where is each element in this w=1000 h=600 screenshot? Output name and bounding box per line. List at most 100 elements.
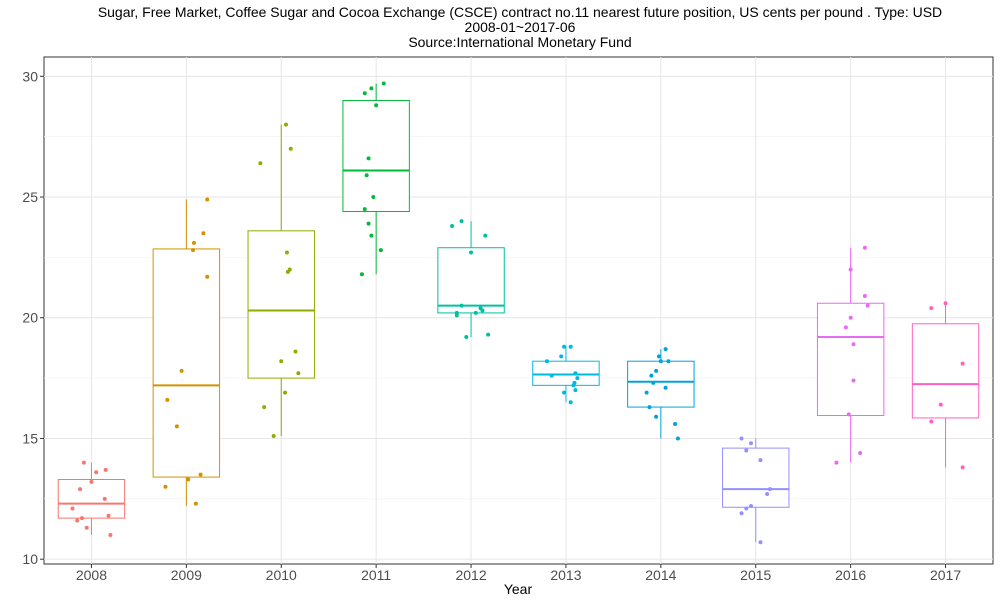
data-point [283, 122, 288, 127]
y-tick-label: 10 [22, 551, 38, 567]
data-point [84, 525, 89, 530]
box-2010 [247, 124, 315, 437]
data-point [654, 414, 659, 419]
data-point [647, 405, 652, 410]
data-point [758, 540, 763, 545]
data-point [174, 424, 179, 429]
data-point [70, 506, 75, 511]
data-point [190, 248, 195, 253]
data-point [575, 376, 580, 381]
data-point [663, 385, 668, 390]
data-point [848, 267, 853, 272]
box-iqr [342, 99, 410, 213]
data-point [205, 274, 210, 279]
data-point [284, 250, 289, 255]
data-point [89, 479, 94, 484]
data-point [673, 421, 678, 426]
box-2009 [152, 199, 221, 507]
box-2011 [342, 83, 410, 275]
y-tick-label: 30 [22, 68, 38, 84]
box-2012 [437, 221, 505, 338]
data-point [544, 359, 549, 364]
data-point [654, 368, 659, 373]
data-point [559, 354, 564, 359]
y-tick-label: 25 [22, 189, 38, 205]
data-point [767, 487, 772, 492]
data-point [943, 301, 948, 306]
x-tick-label: 2014 [645, 567, 676, 583]
data-point [374, 103, 379, 108]
data-point [549, 373, 554, 378]
data-point [381, 81, 386, 86]
data-point [369, 233, 374, 238]
y-axis: 10 15 20 25 30 [22, 68, 44, 567]
box-2014 [627, 349, 695, 439]
box-iqr [532, 360, 600, 386]
data-point [102, 496, 107, 501]
data-point [362, 91, 367, 96]
data-point [364, 173, 369, 178]
data-point [765, 491, 770, 496]
box-iqr [627, 360, 695, 408]
data-point [960, 465, 965, 470]
box-2017 [911, 303, 980, 468]
box-2008 [57, 462, 126, 536]
data-point [644, 390, 649, 395]
x-tick-label: 2017 [930, 567, 961, 583]
data-point [744, 506, 749, 511]
data-point [288, 146, 293, 151]
x-tick-label: 2009 [171, 567, 202, 583]
data-point [459, 303, 464, 308]
data-point [486, 332, 491, 337]
data-point [568, 344, 573, 349]
data-point [483, 233, 488, 238]
data-point [371, 195, 376, 200]
data-points [70, 81, 965, 545]
data-point [834, 460, 839, 465]
data-point [846, 412, 851, 417]
data-point [366, 221, 371, 226]
data-point [293, 349, 298, 354]
data-point [758, 458, 763, 463]
box-iqr [722, 447, 790, 508]
data-point [739, 436, 744, 441]
y-tick-label: 20 [22, 310, 38, 326]
data-point [205, 197, 210, 202]
box-iqr [911, 323, 980, 419]
data-point [749, 441, 754, 446]
x-tick-label: 2011 [361, 567, 391, 583]
chart-title-line-3: Source:International Monetary Fund [408, 34, 631, 50]
data-point [454, 310, 459, 315]
data-point [473, 310, 478, 315]
data-point [858, 450, 863, 455]
data-point [865, 303, 870, 308]
data-point [103, 467, 108, 472]
data-point [960, 361, 965, 366]
data-point [848, 315, 853, 320]
data-point [450, 224, 455, 228]
box-iqr [816, 302, 885, 417]
data-point [283, 390, 288, 395]
data-point [165, 397, 170, 402]
chart-title-line-1: Sugar, Free Market, Coffee Sugar and Coc… [98, 4, 942, 20]
data-point [562, 390, 567, 395]
data-point [663, 347, 668, 352]
data-point [573, 388, 578, 393]
data-point [262, 405, 267, 410]
data-point [675, 436, 680, 441]
box-iqr [57, 479, 126, 519]
x-tick-label: 2012 [455, 567, 486, 583]
data-point [285, 269, 290, 274]
data-point [366, 156, 371, 161]
data-point [191, 240, 196, 245]
data-point [749, 504, 754, 509]
x-tick-label: 2008 [76, 567, 107, 583]
data-point [851, 378, 856, 383]
data-point [480, 308, 485, 313]
data-point [739, 511, 744, 516]
data-point [201, 231, 206, 236]
data-point [94, 470, 99, 475]
box-2016 [816, 247, 885, 463]
box-iqr [437, 247, 505, 314]
